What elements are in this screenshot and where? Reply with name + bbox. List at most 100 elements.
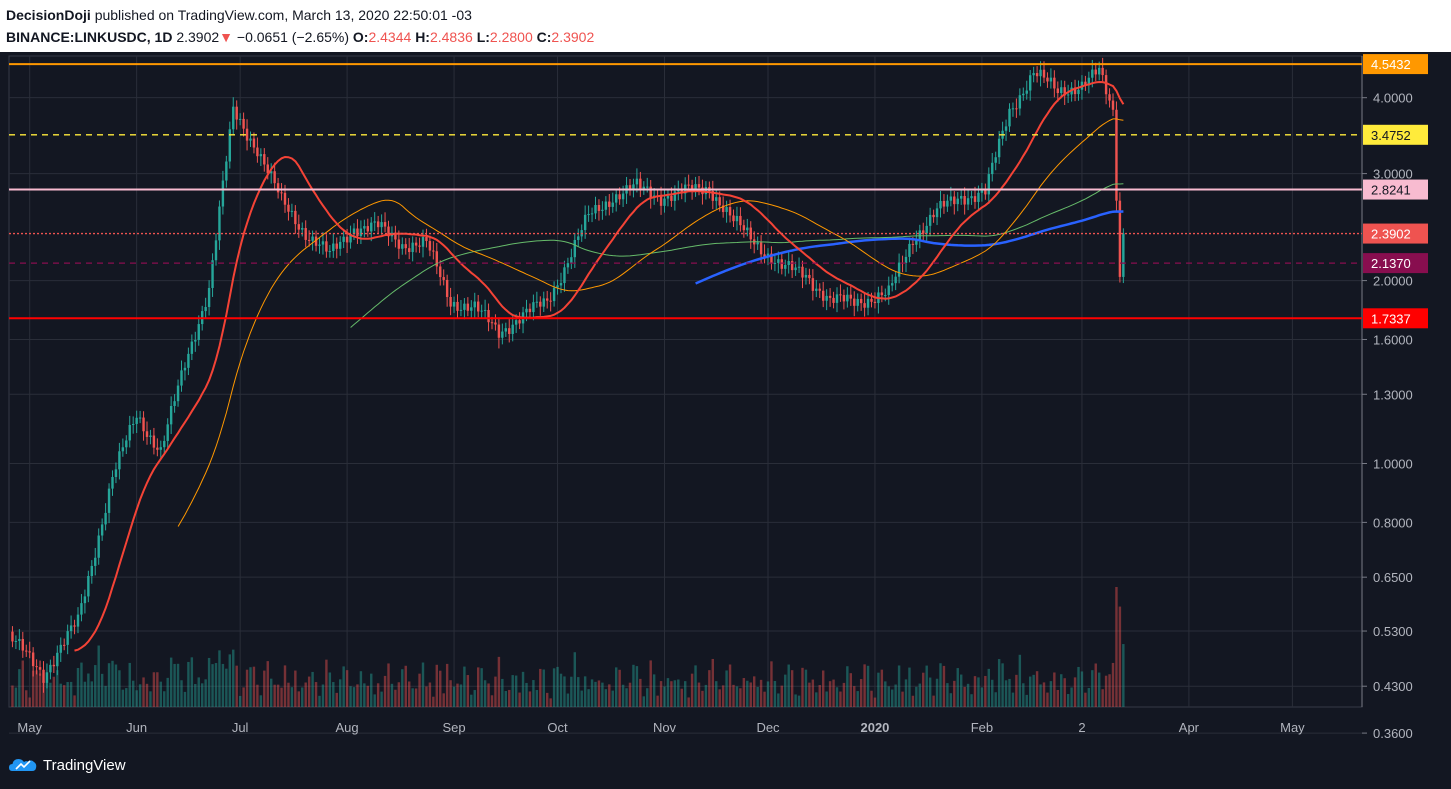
candle-body [763, 254, 766, 257]
volume-bar [490, 695, 494, 707]
volume-bar [922, 672, 925, 707]
volume-bar [656, 695, 659, 707]
candle-body [890, 283, 894, 286]
volume-bar [832, 679, 835, 707]
candle-body [756, 242, 759, 245]
volume-bar [580, 690, 583, 707]
candle-body [987, 174, 991, 195]
candle-body [90, 565, 94, 576]
candle-body [925, 225, 928, 234]
candle-body [642, 186, 646, 189]
volume-bar [690, 673, 694, 707]
volume-bar [980, 687, 984, 707]
volume-bar [407, 681, 411, 707]
candle-body [459, 309, 463, 311]
candle-body [956, 198, 959, 205]
candle-body [666, 195, 670, 199]
volume-bar [787, 664, 790, 707]
volume-bar [663, 686, 666, 707]
candle-body [345, 236, 349, 243]
volume-bar [432, 696, 435, 707]
candle-body [442, 277, 445, 280]
volume-bar [994, 692, 997, 707]
candle-body [922, 230, 925, 234]
volume-bar [594, 681, 597, 707]
volume-bar [238, 695, 242, 707]
candle-body [152, 435, 156, 448]
volume-bar [163, 691, 166, 707]
volume-bar [118, 670, 121, 707]
volume-bar [935, 678, 939, 707]
volume-bar [856, 691, 859, 707]
volume-bar [749, 682, 752, 707]
candle-body [1035, 73, 1039, 77]
volume-bar [332, 682, 335, 707]
candle-body [1087, 77, 1091, 86]
candle-body [697, 184, 701, 188]
volume-bar [187, 661, 190, 707]
candle-body [163, 440, 166, 448]
candle-body [252, 138, 256, 148]
volume-bar [1018, 654, 1022, 707]
volume-bar [735, 686, 739, 707]
candle-body [218, 206, 221, 241]
volume-bar [708, 670, 711, 707]
volume-bar [587, 689, 590, 707]
volume-bar [76, 667, 80, 707]
tradingview-logo[interactable]: TradingView [8, 756, 126, 774]
candle-body [842, 295, 846, 302]
candle-body [804, 274, 808, 278]
volume-bar [62, 685, 66, 707]
y-axis-tick-label: 1.6000 [1373, 332, 1413, 347]
candle-body [97, 535, 100, 558]
volume-bar [418, 673, 421, 707]
candle-body [428, 241, 432, 251]
volume-bar [1070, 687, 1073, 707]
candle-body [808, 274, 811, 279]
volume-bar [821, 670, 825, 707]
candle-body [321, 241, 325, 245]
candle-body [856, 298, 859, 306]
candle-body [232, 106, 235, 130]
candle-body [739, 215, 742, 226]
candle-body [539, 301, 542, 307]
candle-body [466, 303, 470, 311]
candle-body [380, 222, 383, 228]
candle-body [76, 614, 80, 627]
x-axis-tick-label: Dec [756, 720, 780, 735]
volume-bar [859, 679, 863, 707]
volume-bar [221, 663, 225, 707]
candle-body [970, 196, 973, 199]
candle-body [542, 298, 545, 307]
volume-bar [694, 665, 697, 707]
candle-body [335, 243, 338, 249]
candle-body [314, 236, 318, 246]
open-value: 2.4344 [368, 29, 412, 45]
volume-bar [318, 695, 321, 707]
price-chart[interactable]: MayJunJulAugSepOctNovDec2020Feb2AprMay6.… [0, 52, 1451, 789]
volume-bar [718, 689, 721, 707]
volume-bar [780, 685, 784, 707]
volume-bar [90, 681, 94, 707]
candle-body [1056, 88, 1060, 94]
candle-body [711, 191, 715, 201]
candle-body [949, 196, 953, 201]
volume-bar [131, 680, 135, 707]
candle-body [673, 191, 677, 201]
volume-bar [387, 663, 390, 707]
volume-bar [425, 686, 428, 707]
symbol-label[interactable]: BINANCE:LINKUSDC, 1D [6, 29, 173, 45]
candle-body [463, 303, 466, 310]
volume-bar [508, 689, 511, 707]
x-axis-tick-label: May [1280, 720, 1305, 735]
volume-bar [197, 677, 200, 707]
candle-body [269, 171, 273, 174]
author-name[interactable]: DecisionDoji [6, 7, 91, 23]
volume-bar [225, 668, 228, 707]
candle-body [545, 298, 549, 301]
candle-body [1101, 67, 1104, 76]
candle-body [394, 232, 397, 240]
volume-bar [880, 669, 884, 707]
candle-body [107, 488, 111, 513]
candle-body [780, 259, 784, 269]
